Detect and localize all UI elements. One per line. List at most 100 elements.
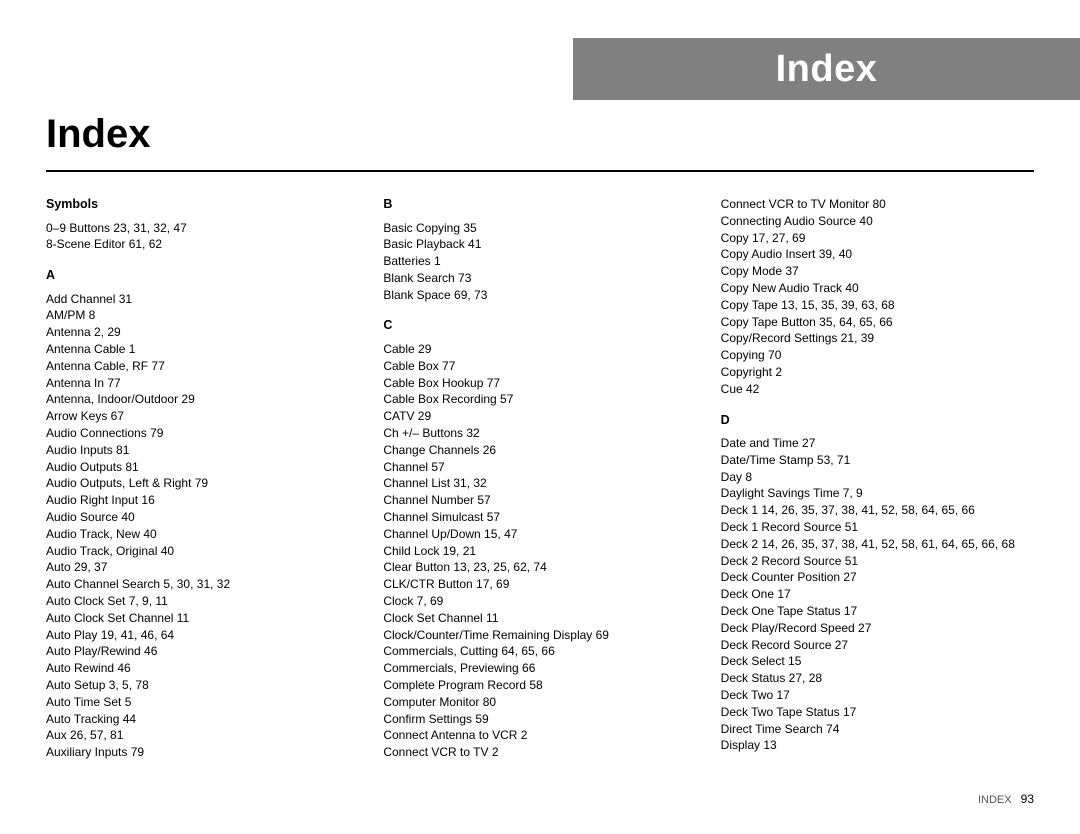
index-entry: Audio Outputs, Left & Right 79 bbox=[46, 475, 359, 492]
index-entry: Auto Play 19, 41, 46, 64 bbox=[46, 627, 359, 644]
index-entry: Audio Outputs 81 bbox=[46, 459, 359, 476]
index-entry: Antenna 2, 29 bbox=[46, 324, 359, 341]
horizontal-rule bbox=[46, 170, 1034, 172]
index-entry: Auto 29, 37 bbox=[46, 559, 359, 576]
index-entry: Clock Set Channel 11 bbox=[383, 610, 696, 627]
index-entry: CATV 29 bbox=[383, 408, 696, 425]
index-entry: Deck 2 Record Source 51 bbox=[721, 553, 1034, 570]
index-entry: Deck 2 14, 26, 35, 37, 38, 41, 52, 58, 6… bbox=[721, 536, 1034, 553]
index-entry: Auto Time Set 5 bbox=[46, 694, 359, 711]
index-entry: Child Lock 19, 21 bbox=[383, 543, 696, 560]
index-entry: Deck Record Source 27 bbox=[721, 637, 1034, 654]
index-entry: Auto Play/Rewind 46 bbox=[46, 643, 359, 660]
index-entry: Deck 1 14, 26, 35, 37, 38, 41, 52, 58, 6… bbox=[721, 502, 1034, 519]
index-entry: Antenna Cable 1 bbox=[46, 341, 359, 358]
index-entry: Auto Clock Set 7, 9, 11 bbox=[46, 593, 359, 610]
index-entry: Auto Rewind 46 bbox=[46, 660, 359, 677]
section-tab-title: Index bbox=[776, 48, 878, 91]
index-section-heading: C bbox=[383, 317, 696, 335]
index-entry: Cable Box Recording 57 bbox=[383, 391, 696, 408]
index-entry: Aux 26, 57, 81 bbox=[46, 727, 359, 744]
index-entry: Change Channels 26 bbox=[383, 442, 696, 459]
index-entry: Cable 29 bbox=[383, 341, 696, 358]
footer-page-number: 93 bbox=[1021, 792, 1034, 806]
index-entry: Connect VCR to TV Monitor 80 bbox=[721, 196, 1034, 213]
index-column: Symbols 0–9 Buttons 23, 31, 32, 478-Scene… bbox=[46, 196, 359, 761]
index-entry: Audio Connections 79 bbox=[46, 425, 359, 442]
index-entry: Deck Status 27, 28 bbox=[721, 670, 1034, 687]
index-section-heading: D bbox=[721, 412, 1034, 430]
index-entry: Complete Program Record 58 bbox=[383, 677, 696, 694]
index-entry: Computer Monitor 80 bbox=[383, 694, 696, 711]
index-entry: Commercials, Cutting 64, 65, 66 bbox=[383, 643, 696, 660]
index-entry: Day 8 bbox=[721, 469, 1034, 486]
index-entry: Display 13 bbox=[721, 737, 1034, 754]
index-entry: Confirm Settings 59 bbox=[383, 711, 696, 728]
index-entry: Copy/Record Settings 21, 39 bbox=[721, 330, 1034, 347]
index-entry: Auto Clock Set Channel 11 bbox=[46, 610, 359, 627]
index-entry: Audio Source 40 bbox=[46, 509, 359, 526]
index-entry: CLK/CTR Button 17, 69 bbox=[383, 576, 696, 593]
index-entry: Audio Right Input 16 bbox=[46, 492, 359, 509]
index-entry: Copy New Audio Track 40 bbox=[721, 280, 1034, 297]
index-entry: Direct Time Search 74 bbox=[721, 721, 1034, 738]
index-entry: Ch +/– Buttons 32 bbox=[383, 425, 696, 442]
index-entry: Copying 70 bbox=[721, 347, 1034, 364]
index-entry: Deck Play/Record Speed 27 bbox=[721, 620, 1034, 637]
index-entry: Channel Up/Down 15, 47 bbox=[383, 526, 696, 543]
index-entry: Date/Time Stamp 53, 71 bbox=[721, 452, 1034, 469]
index-entry: Copy Mode 37 bbox=[721, 263, 1034, 280]
footer-label: INDEX bbox=[978, 794, 1012, 806]
index-entry: Blank Space 69, 73 bbox=[383, 287, 696, 304]
index-entry: Copy Tape Button 35, 64, 65, 66 bbox=[721, 314, 1034, 331]
index-entry: 0–9 Buttons 23, 31, 32, 47 bbox=[46, 220, 359, 237]
index-entry: Cable Box Hookup 77 bbox=[383, 375, 696, 392]
index-columns: Symbols 0–9 Buttons 23, 31, 32, 478-Scene… bbox=[46, 196, 1034, 761]
index-entry: Channel List 31, 32 bbox=[383, 475, 696, 492]
index-entry: Deck Two Tape Status 17 bbox=[721, 704, 1034, 721]
index-entry: Auxiliary Inputs 79 bbox=[46, 744, 359, 761]
index-entry: Auto Tracking 44 bbox=[46, 711, 359, 728]
index-entry: Cable Box 77 bbox=[383, 358, 696, 375]
index-entry: Copy 17, 27, 69 bbox=[721, 230, 1034, 247]
index-section-heading: B bbox=[383, 196, 696, 214]
index-entry: Date and Time 27 bbox=[721, 435, 1034, 452]
index-entry: Deck Select 15 bbox=[721, 653, 1034, 670]
index-entry: Deck One Tape Status 17 bbox=[721, 603, 1034, 620]
index-entry: Basic Playback 41 bbox=[383, 236, 696, 253]
index-entry: Antenna, Indoor/Outdoor 29 bbox=[46, 391, 359, 408]
index-entry: 8-Scene Editor 61, 62 bbox=[46, 236, 359, 253]
index-column: B Basic Copying 35Basic Playback 41Batter… bbox=[383, 196, 696, 761]
index-entry: Clock 7, 69 bbox=[383, 593, 696, 610]
index-entry: Channel 57 bbox=[383, 459, 696, 476]
index-entry: Deck 1 Record Source 51 bbox=[721, 519, 1034, 536]
index-entry: Connect Antenna to VCR 2 bbox=[383, 727, 696, 744]
index-entry: Deck One 17 bbox=[721, 586, 1034, 603]
index-entry: Blank Search 73 bbox=[383, 270, 696, 287]
section-tab: Index bbox=[573, 38, 1080, 100]
index-entry: Auto Channel Search 5, 30, 31, 32 bbox=[46, 576, 359, 593]
index-entry: Audio Track, New 40 bbox=[46, 526, 359, 543]
index-entry: Add Channel 31 bbox=[46, 291, 359, 308]
index-entry: Commercials, Previewing 66 bbox=[383, 660, 696, 677]
index-entry: AM/PM 8 bbox=[46, 307, 359, 324]
index-entry: Deck Two 17 bbox=[721, 687, 1034, 704]
index-entry: Clear Button 13, 23, 25, 62, 74 bbox=[383, 559, 696, 576]
index-entry: Connect VCR to TV 2 bbox=[383, 744, 696, 761]
index-section-heading: Symbols bbox=[46, 196, 359, 214]
index-entry: Channel Number 57 bbox=[383, 492, 696, 509]
index-page: Index Index Symbols0–9 Buttons 23, 31, 3… bbox=[0, 0, 1080, 834]
index-entry: Cue 42 bbox=[721, 381, 1034, 398]
index-entry: Connecting Audio Source 40 bbox=[721, 213, 1034, 230]
index-entry: Arrow Keys 67 bbox=[46, 408, 359, 425]
index-entry: Antenna Cable, RF 77 bbox=[46, 358, 359, 375]
index-entry: Basic Copying 35 bbox=[383, 220, 696, 237]
page-footer: INDEX 93 bbox=[978, 792, 1034, 806]
index-entry: Deck Counter Position 27 bbox=[721, 569, 1034, 586]
index-entry: Audio Inputs 81 bbox=[46, 442, 359, 459]
index-entry: Copy Audio Insert 39, 40 bbox=[721, 246, 1034, 263]
index-column: Connect VCR to TV Monitor 80Connecting A… bbox=[721, 196, 1034, 761]
index-entry: Batteries 1 bbox=[383, 253, 696, 270]
index-entry: Audio Track, Original 40 bbox=[46, 543, 359, 560]
index-entry: Antenna In 77 bbox=[46, 375, 359, 392]
